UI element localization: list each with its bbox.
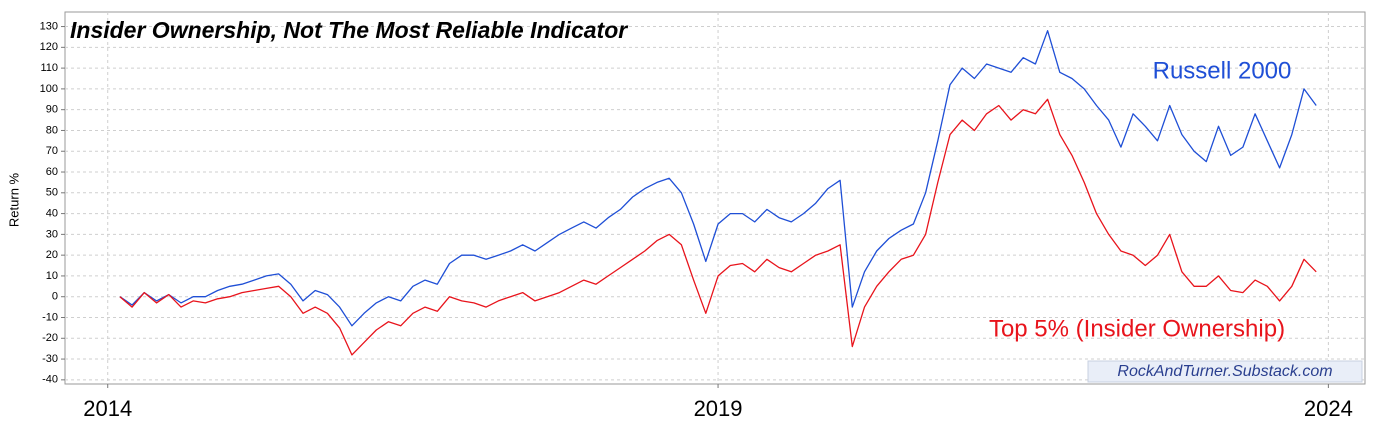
chart-title: Insider Ownership, Not The Most Reliable… <box>70 17 628 43</box>
y-tick-label: 40 <box>46 207 58 219</box>
y-tick-label: 60 <box>46 166 58 178</box>
y-tick-label: 80 <box>46 124 58 136</box>
y-tick-label: 130 <box>40 20 58 32</box>
y-tick-label: 70 <box>46 145 58 157</box>
series-label: Top 5% (Insider Ownership) <box>989 315 1285 342</box>
y-tick-label: 100 <box>40 83 58 95</box>
grid <box>65 12 1365 384</box>
y-tick-label: 30 <box>46 228 58 240</box>
y-tick-label: -10 <box>42 311 58 323</box>
y-tick-label: 10 <box>46 270 58 282</box>
lines <box>119 30 1317 356</box>
y-tick-label: -20 <box>42 332 58 344</box>
y-tick-label: 120 <box>40 41 58 53</box>
y-tick-label: -30 <box>42 353 58 365</box>
y-axis-label: Return % <box>6 172 21 227</box>
series-label: Russell 2000 <box>1153 57 1292 84</box>
series-line <box>119 98 1317 356</box>
series-line <box>119 30 1317 327</box>
watermark: RockAndTurner.Substack.com <box>1117 363 1332 380</box>
y-tick-label: 110 <box>40 62 58 74</box>
x-tick-label: 2014 <box>83 396 132 421</box>
y-tick-label: 20 <box>46 249 58 261</box>
x-tick-label: 2024 <box>1304 396 1353 421</box>
y-tick-label: 0 <box>52 291 58 303</box>
x-tick-label: 2019 <box>694 396 743 421</box>
plot-frame <box>64 11 1366 385</box>
watermark-box <box>1087 360 1363 383</box>
y-tick-label: -40 <box>42 374 58 386</box>
y-tick-label: 50 <box>46 187 58 199</box>
y-tick-label: 90 <box>46 104 58 116</box>
